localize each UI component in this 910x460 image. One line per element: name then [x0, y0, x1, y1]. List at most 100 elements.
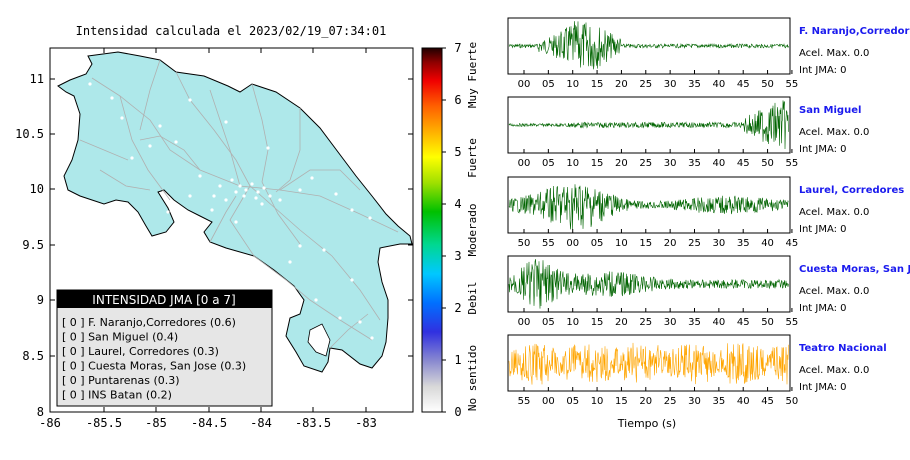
waveform-tick-label: 15	[591, 79, 604, 90]
colorbar-tick-label: 4	[454, 197, 461, 211]
waveform-tick-label: 20	[615, 158, 628, 169]
town-marker	[166, 210, 170, 214]
town-marker	[256, 190, 260, 194]
waveform-tick-label: 30	[712, 238, 725, 249]
waveform-tick-label: 05	[566, 396, 579, 407]
waveform-panel: 00 05 10 15 20 25 30 35 40 45 50 55 F. Naranjo,Corre…	[507, 17, 910, 90]
waveform-tick-label: 25	[639, 317, 652, 328]
waveform-tick-label: 05	[542, 158, 555, 169]
map-y-axis: 11 10.5 10 9.5 9 8.5 8	[15, 72, 413, 419]
station-jma: Int JMA: 0	[799, 144, 847, 155]
colorbar-tick-label: 1	[454, 353, 461, 367]
town-marker	[110, 96, 114, 100]
legend-box	[56, 289, 273, 407]
town-marker	[230, 178, 234, 182]
colorbar-ticks: 0 1 2 3 4 5 6 7	[442, 41, 462, 419]
waveform-tick-label: 40	[712, 79, 725, 90]
colorbar-category-label: Moderado	[466, 204, 479, 257]
town-marker	[268, 194, 272, 198]
colorbar-tick-label: 6	[454, 93, 461, 107]
waveform-tick-label: 50	[786, 396, 799, 407]
town-marker	[234, 190, 238, 194]
colorbar-category-label: Muy Fuerte	[466, 42, 479, 108]
map-y-tick-label: 10	[30, 182, 44, 196]
waveform-tick-label: 45	[786, 238, 799, 249]
waveform-tick-label: 30	[688, 396, 701, 407]
town-marker	[368, 216, 372, 220]
colorbar-tick-label: 3	[454, 249, 461, 263]
town-marker	[218, 184, 222, 188]
map-y-tick-label: 9	[37, 293, 44, 307]
intensity-legend: INTENSIDAD JMA [0 a 7] [ 0 ] F. Naranjo,…	[56, 289, 273, 407]
waveform-tick-label: 40	[737, 396, 750, 407]
map-x-tick-label: -83.5	[295, 416, 331, 430]
waveform-panel: 55 00 05 10 15 20 25 30 35 40 45 50 Teatro Nacional A…	[507, 334, 887, 407]
waveform-tick-label: 50	[761, 158, 774, 169]
legend-item: [ 0 ] F. Naranjo,Corredores (0.6)	[62, 316, 236, 329]
colorbar-tick-label: 5	[454, 145, 461, 159]
waveform-tick-label: 15	[591, 158, 604, 169]
waveform-trace	[508, 21, 789, 70]
colorbar-categories: No sentido Debil Moderado Fuerte Muy Fuerte	[466, 42, 479, 411]
waveform-tick-label: 20	[615, 79, 628, 90]
waveform-tick-label: 35	[688, 317, 701, 328]
map-y-tick-label: 8	[37, 405, 44, 419]
map-y-tick-label: 8.5	[22, 349, 44, 363]
town-marker	[288, 260, 292, 264]
map-x-tick-label: -83	[355, 416, 377, 430]
waveform-tick-label: 45	[761, 396, 774, 407]
waveform-tick-label: 15	[639, 238, 652, 249]
waveform-tick-label: 10	[566, 79, 579, 90]
waveform-tick-label: 00	[518, 79, 531, 90]
legend-title: INTENSIDAD JMA [0 a 7]	[92, 293, 235, 307]
waveform-tick-label: 20	[639, 396, 652, 407]
road-network	[79, 59, 399, 349]
waveform-tick-label: 30	[664, 317, 677, 328]
waveform-tick-label: 05	[542, 317, 555, 328]
waveform-tick-label: 15	[615, 396, 628, 407]
waveform-tick-label: 55	[786, 158, 799, 169]
colorbar-tick-label: 2	[454, 301, 461, 315]
station-accel: Acel. Max. 0.0	[799, 207, 869, 218]
waveform-panels: 00 05 10 15 20 25 30 35 40 45 50 55 F. Naranjo,Corre…	[507, 17, 910, 407]
town-marker	[120, 116, 124, 120]
waveform-tick-label: 00	[518, 317, 531, 328]
map-x-tick-label: -84	[250, 416, 272, 430]
town-marker	[198, 174, 202, 178]
waveform-tick-label: 30	[664, 79, 677, 90]
colorbar-category-label: Fuerte	[466, 138, 479, 178]
town-marker	[350, 208, 354, 212]
town-marker	[322, 248, 326, 252]
colorbar-gradient	[421, 47, 443, 413]
legend-item: [ 0 ] San Miguel (0.4)	[62, 331, 178, 344]
town-marker	[370, 336, 374, 340]
legend-items: [ 0 ] F. Naranjo,Corredores (0.6) [ 0 ] S…	[62, 316, 246, 402]
waveform-tick-label: 55	[518, 396, 531, 407]
station-accel: Acel. Max. 0.0	[799, 365, 869, 376]
map-x-tick-label: -85.5	[86, 416, 122, 430]
osa-peninsula	[307, 323, 331, 357]
waveform-tick-label: 20	[615, 317, 628, 328]
colorbar-category-label: Debil	[466, 281, 479, 314]
waveform-tick-label: 50	[518, 238, 531, 249]
waveform-tick-label: 35	[688, 158, 701, 169]
colorbar-tick-label: 7	[454, 41, 461, 55]
town-marker	[244, 188, 248, 192]
town-marker	[278, 198, 282, 202]
legend-header	[57, 290, 272, 308]
waveform-tick-label: 45	[737, 79, 750, 90]
waveform-trace	[508, 342, 789, 385]
legend-item: [ 0 ] Puntarenas (0.3)	[62, 374, 180, 387]
waveform-tick-label: 50	[761, 79, 774, 90]
town-marker	[298, 188, 302, 192]
town-marker	[266, 146, 270, 150]
waveform-tick-label: 00	[542, 396, 555, 407]
town-marker	[238, 184, 242, 188]
waveform-tick-label: 55	[786, 79, 799, 90]
map-x-tick-label: -86	[39, 416, 61, 430]
x-axis-label: Tiempo (s)	[617, 417, 676, 430]
town-marker	[224, 120, 228, 124]
town-marker	[250, 182, 254, 186]
waveform-trace	[508, 184, 789, 230]
station-jma: Int JMA: 0	[799, 303, 847, 314]
